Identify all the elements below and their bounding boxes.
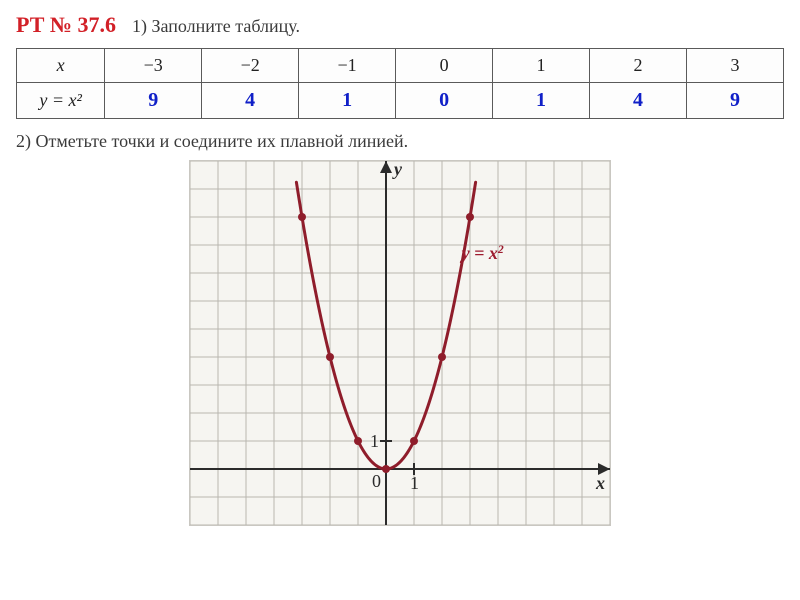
y-cell: 9 [686,83,783,119]
svg-text:y = x2: y = x2 [460,243,504,264]
x-cell: −3 [105,49,202,83]
y-cell: 1 [493,83,590,119]
svg-text:0: 0 [372,471,381,491]
svg-text:x: x [595,473,605,493]
values-table: x −3 −2 −1 0 1 2 3 y = x² 9 4 1 0 1 4 9 [16,48,784,119]
task2-text: 2) Отметьте точки и соедините их плавной… [16,131,784,152]
svg-text:y: y [392,160,403,179]
y-cell: 9 [105,83,202,119]
x-cell: 3 [686,49,783,83]
row-x-label: x [17,49,105,83]
x-cell: −2 [202,49,299,83]
x-cell: −1 [299,49,396,83]
svg-text:1: 1 [370,431,379,451]
task1-text: 1) Заполните таблицу. [132,16,300,37]
x-cell: 0 [396,49,493,83]
x-cell: 1 [493,49,590,83]
x-cell: 2 [590,49,687,83]
table-row-y: y = x² 9 4 1 0 1 4 9 [17,83,784,119]
table-row-x: x −3 −2 −1 0 1 2 3 [17,49,784,83]
svg-text:1: 1 [410,473,419,493]
parabola-chart: y x 0 1 1 y = x2 [189,160,611,526]
row-y-label: y = x² [17,83,105,119]
y-cell: 1 [299,83,396,119]
y-cell: 4 [202,83,299,119]
y-cell: 0 [396,83,493,119]
y-cell: 4 [590,83,687,119]
rt-title: РТ № 37.6 [16,12,116,38]
